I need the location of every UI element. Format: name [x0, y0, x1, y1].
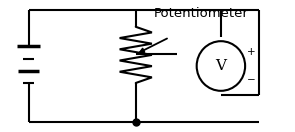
- Text: Potentiometer: Potentiometer: [153, 7, 248, 20]
- Text: V: V: [215, 59, 226, 73]
- Text: −: −: [247, 75, 255, 85]
- Text: +: +: [247, 47, 255, 57]
